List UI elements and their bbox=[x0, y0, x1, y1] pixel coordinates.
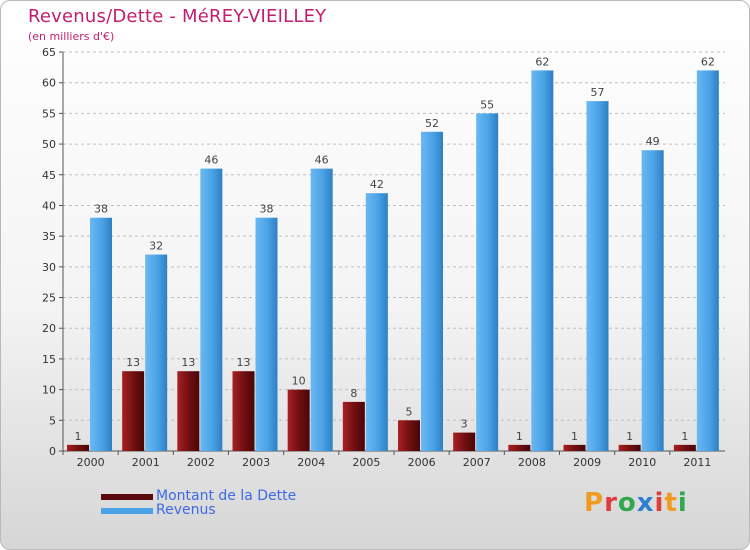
bar-revenus bbox=[90, 217, 112, 451]
data-label-revenus: 62 bbox=[535, 55, 549, 68]
y-tick-label: 30 bbox=[42, 261, 56, 274]
bar-dette bbox=[67, 444, 89, 451]
bar-revenus bbox=[310, 168, 333, 451]
logo-letter: t bbox=[664, 488, 678, 518]
bar-revenus bbox=[145, 254, 168, 451]
x-tick-label: 2001 bbox=[132, 456, 160, 469]
bar-dette bbox=[287, 389, 310, 451]
x-tick-label: 2005 bbox=[352, 456, 380, 469]
y-tick-label: 25 bbox=[42, 292, 56, 305]
data-label-dette: 1 bbox=[571, 430, 578, 443]
y-tick-label: 55 bbox=[42, 107, 56, 120]
data-label-revenus: 55 bbox=[480, 98, 494, 111]
y-tick-label: 50 bbox=[42, 138, 56, 151]
data-label-revenus: 38 bbox=[94, 203, 108, 216]
bar-dette bbox=[342, 401, 365, 451]
data-label-dette: 1 bbox=[75, 430, 82, 443]
y-tick-label: 0 bbox=[49, 445, 56, 458]
x-tick-label: 2003 bbox=[242, 456, 270, 469]
bar-revenus bbox=[641, 150, 664, 451]
legend-label-revenus: Revenus bbox=[156, 502, 216, 518]
y-tick-label: 35 bbox=[42, 230, 56, 243]
legend-swatch-revenus bbox=[101, 508, 153, 514]
bar-revenus bbox=[365, 193, 388, 451]
bar-dette bbox=[177, 371, 200, 451]
chart-subtitle: (en milliers d'€) bbox=[28, 30, 115, 43]
data-label-revenus: 62 bbox=[701, 55, 715, 68]
x-tick-label: 2006 bbox=[408, 456, 436, 469]
x-tick-label: 2004 bbox=[297, 456, 325, 469]
data-label-dette: 13 bbox=[237, 356, 251, 369]
bar-revenus bbox=[255, 217, 278, 451]
bar-revenus bbox=[586, 101, 609, 451]
x-tick-label: 2000 bbox=[77, 456, 105, 469]
proxiti-logo: Proxiti bbox=[584, 488, 688, 518]
bar-dette bbox=[453, 432, 476, 451]
data-label-dette: 10 bbox=[292, 375, 306, 388]
data-label-dette: 1 bbox=[681, 430, 688, 443]
data-label-revenus: 52 bbox=[425, 117, 439, 130]
y-tick-label: 10 bbox=[42, 384, 56, 397]
legend-swatch-dette bbox=[101, 494, 153, 500]
x-tick-label: 2008 bbox=[518, 456, 546, 469]
data-label-dette: 5 bbox=[406, 405, 413, 418]
bar-revenus bbox=[421, 131, 443, 452]
x-tick-label: 2011 bbox=[683, 456, 711, 469]
y-tick-label: 60 bbox=[42, 77, 56, 90]
bar-dette bbox=[563, 444, 586, 451]
x-tick-label: 2010 bbox=[628, 456, 656, 469]
x-tick-label: 2002 bbox=[187, 456, 215, 469]
data-label-dette: 13 bbox=[181, 356, 195, 369]
bar-dette bbox=[232, 371, 255, 451]
data-label-revenus: 46 bbox=[204, 154, 218, 167]
y-tick-label: 5 bbox=[49, 414, 56, 427]
logo-letter: P bbox=[584, 488, 605, 518]
data-label-revenus: 38 bbox=[260, 203, 274, 216]
bar-dette bbox=[398, 420, 420, 451]
y-tick-label: 20 bbox=[42, 322, 56, 335]
bar-revenus bbox=[531, 70, 554, 452]
data-label-dette: 1 bbox=[516, 430, 523, 443]
logo-letter: r bbox=[604, 488, 618, 518]
y-tick-label: 15 bbox=[42, 353, 56, 366]
y-tick-label: 40 bbox=[42, 199, 56, 212]
data-label-dette: 8 bbox=[350, 387, 357, 400]
logo-letter: i bbox=[677, 488, 688, 518]
bar-revenus bbox=[476, 113, 499, 451]
bar-dette bbox=[673, 444, 696, 451]
bar-dette bbox=[618, 444, 641, 451]
bar-revenus bbox=[696, 70, 719, 452]
data-label-revenus: 57 bbox=[591, 86, 605, 99]
data-label-dette: 3 bbox=[461, 418, 468, 431]
bar-dette bbox=[122, 371, 145, 451]
logo-letter: i bbox=[654, 488, 665, 518]
bar-revenus bbox=[200, 168, 223, 451]
legend-label-dette: Montant de la Dette bbox=[156, 488, 297, 504]
logo-letter: x bbox=[636, 488, 655, 518]
y-tick-label: 45 bbox=[42, 169, 56, 182]
x-tick-label: 2009 bbox=[573, 456, 601, 469]
logo-letter: o bbox=[617, 488, 637, 518]
x-tick-label: 2007 bbox=[463, 456, 491, 469]
data-label-dette: 13 bbox=[126, 356, 140, 369]
data-label-revenus: 46 bbox=[315, 154, 329, 167]
data-label-revenus: 49 bbox=[646, 135, 660, 148]
chart-title: Revenus/Dette - MéREY-VIEILLEY bbox=[28, 6, 327, 27]
data-label-revenus: 42 bbox=[370, 178, 384, 191]
data-label-revenus: 32 bbox=[149, 240, 163, 253]
bar-dette bbox=[508, 444, 531, 451]
y-tick-label: 65 bbox=[42, 46, 56, 59]
data-label-dette: 1 bbox=[626, 430, 633, 443]
